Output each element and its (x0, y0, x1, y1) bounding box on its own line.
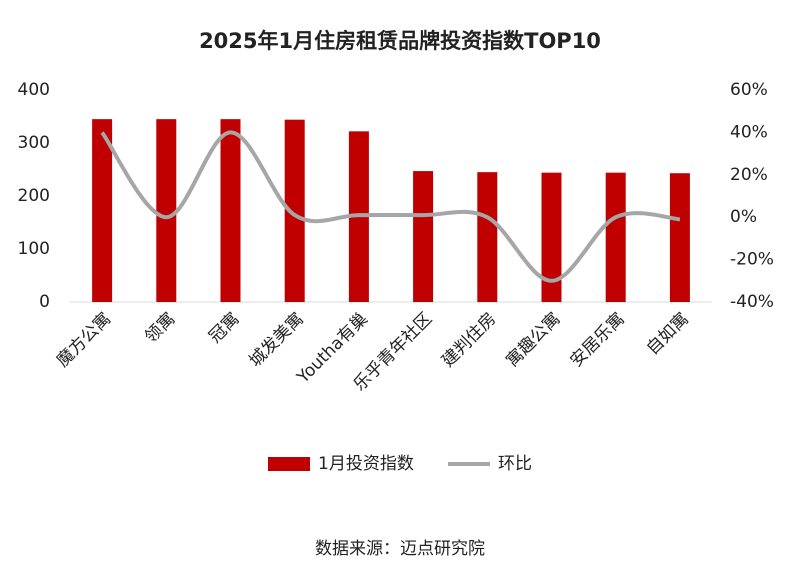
bar (284, 119, 305, 303)
y2-tick-label: 60% (730, 80, 768, 100)
x-tick-label: 魔方公寓 (53, 309, 115, 371)
y2-tick-label: 0% (730, 207, 757, 227)
x-tick-label: 冠寓 (205, 309, 243, 347)
chart-title: 2025年1月住房租赁品牌投资指数TOP10 (199, 29, 601, 53)
line (100, 130, 681, 283)
bar (605, 172, 626, 302)
y2-tick-label: -40% (730, 292, 774, 312)
x-tick-label: 安居乐寓 (567, 309, 629, 371)
y2-tick-label: -20% (730, 250, 774, 270)
y-tick-label: 400 (18, 80, 50, 100)
bar (541, 172, 562, 302)
legend-label: 环比 (498, 454, 532, 474)
y-tick-label: 300 (18, 133, 50, 153)
y-tick-label: 0 (39, 292, 50, 312)
bar (156, 119, 177, 303)
x-tick-label: 领寓 (141, 309, 179, 347)
source-note: 数据来源：迈点研究院 (315, 539, 485, 559)
x-tick-label: 寓趣公寓 (502, 309, 564, 371)
y-tick-label: 200 (18, 186, 50, 206)
bar (92, 119, 113, 303)
x-tick-label: 建判住房 (438, 309, 500, 371)
y2-tick-label: 40% (730, 122, 768, 142)
y-tick-label: 100 (18, 239, 50, 259)
bar (669, 173, 690, 302)
x-tick-label: 自如寓 (643, 309, 693, 359)
bar (413, 171, 434, 302)
legend-swatch (268, 457, 310, 471)
bar (477, 172, 498, 302)
x-tick-label: 城发美寓 (246, 309, 308, 371)
y2-tick-label: 20% (730, 165, 768, 185)
bar (220, 119, 241, 303)
legend-label: 1月投资指数 (318, 454, 414, 474)
